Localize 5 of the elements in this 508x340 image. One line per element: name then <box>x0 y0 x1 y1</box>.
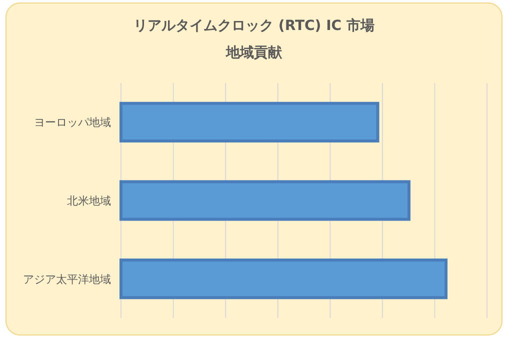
chart-title: リアルタイムクロック (RTC) IC 市場 <box>134 17 374 34</box>
chart-subtitle: 地域貢献 <box>225 45 283 61</box>
y-tick-label: アジア太平洋地域 <box>23 272 111 286</box>
y-tick-label: ヨーロッパ地域 <box>34 116 111 130</box>
y-tick-label: 北米地域 <box>67 194 111 208</box>
